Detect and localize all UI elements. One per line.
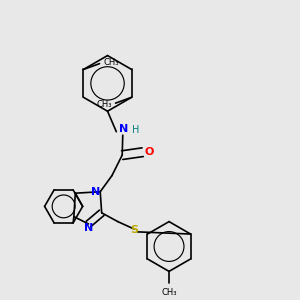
Text: N: N bbox=[91, 187, 101, 197]
Text: CH₃: CH₃ bbox=[103, 58, 118, 67]
Text: H: H bbox=[132, 125, 139, 135]
Text: CH₃: CH₃ bbox=[97, 100, 112, 109]
Text: N: N bbox=[84, 223, 93, 233]
Text: N: N bbox=[119, 124, 128, 134]
Text: CH₃: CH₃ bbox=[161, 288, 177, 297]
Text: O: O bbox=[144, 147, 154, 157]
Text: S: S bbox=[130, 225, 139, 236]
